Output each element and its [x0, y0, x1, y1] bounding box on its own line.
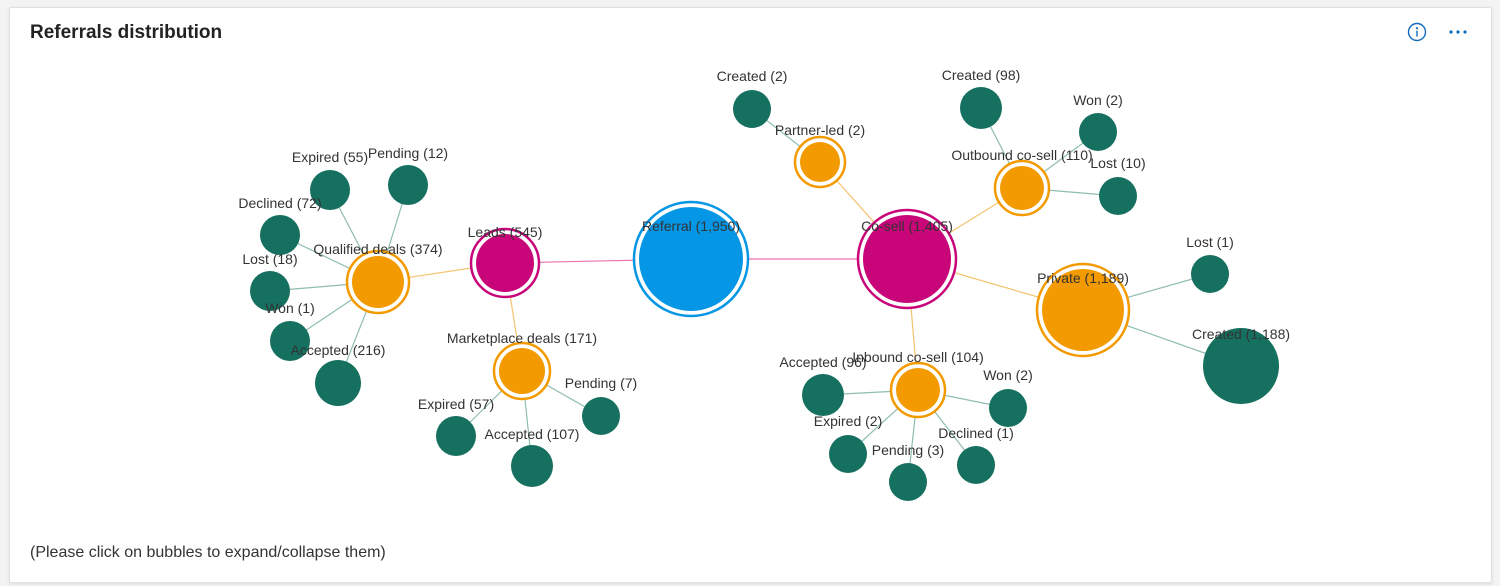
- bubble-label-m_pending: Pending (7): [565, 375, 637, 391]
- bubble-label-q_declined: Declined (72): [238, 195, 321, 211]
- bubble-label-q_won: Won (1): [265, 300, 315, 316]
- bubble-label-qualified: Qualified deals (374): [313, 241, 442, 257]
- labels-layer: Referral (1,950) Leads (545) Co-sell (1,40…: [238, 67, 1290, 458]
- bubble-o_won[interactable]: [1079, 113, 1117, 151]
- bubble-label-q_pending: Pending (12): [368, 145, 448, 161]
- bubble-q_lost[interactable]: [250, 271, 290, 311]
- bubble-private[interactable]: [1035, 262, 1131, 358]
- bubble-fill: [896, 368, 940, 412]
- bubble-label-m_expired: Expired (57): [418, 396, 494, 412]
- bubble-fill: [388, 165, 428, 205]
- bubble-label-leads: Leads (545): [468, 224, 543, 240]
- bubble-leads[interactable]: [469, 227, 541, 299]
- bubble-fill: [582, 397, 620, 435]
- bubble-pr_lost[interactable]: [1191, 255, 1229, 293]
- bubble-cosell[interactable]: [856, 208, 958, 310]
- bubble-label-marketplace: Marketplace deals (171): [447, 330, 597, 346]
- bubble-fill: [310, 170, 350, 210]
- bubble-label-q_expired: Expired (55): [292, 149, 368, 165]
- bubble-fill: [1203, 328, 1279, 404]
- bubble-fill: [989, 389, 1027, 427]
- bubble-label-i_won: Won (2): [983, 367, 1033, 383]
- bubble-q_pending[interactable]: [388, 165, 428, 205]
- bubble-label-q_accepted: Accepted (216): [291, 342, 386, 358]
- bubble-label-p_created: Created (2): [717, 68, 788, 84]
- bubble-fill: [733, 90, 771, 128]
- bubble-fill: [436, 416, 476, 456]
- bubble-label-i_pending: Pending (3): [872, 442, 944, 458]
- bubble-m_expired[interactable]: [436, 416, 476, 456]
- bubble-fill: [511, 445, 553, 487]
- bubble-label-cosell: Co-sell (1,405): [861, 218, 953, 234]
- bubble-label-i_expired: Expired (2): [814, 413, 882, 429]
- bubble-fill: [1099, 177, 1137, 215]
- bubble-label-m_accepted: Accepted (107): [485, 426, 580, 442]
- bubble-fill: [957, 446, 995, 484]
- bubble-label-pr_lost: Lost (1): [1186, 234, 1233, 250]
- bubble-label-o_created: Created (98): [942, 67, 1021, 83]
- bubble-fill: [639, 207, 743, 311]
- bubble-label-outbound: Outbound co-sell (110): [951, 147, 1092, 163]
- bubble-fill: [829, 435, 867, 473]
- info-icon[interactable]: [1407, 22, 1427, 42]
- bubble-label-i_accepted: Accepted (96): [779, 354, 866, 370]
- bubble-fill: [250, 271, 290, 311]
- bubble-pr_created[interactable]: [1203, 328, 1279, 404]
- bubble-fill: [889, 463, 927, 501]
- bubble-label-private: Private (1,189): [1037, 270, 1129, 286]
- bubble-o_created[interactable]: [960, 87, 1002, 129]
- bubble-fill: [802, 374, 844, 416]
- bubble-fill: [1042, 269, 1124, 351]
- bubble-m_accepted[interactable]: [511, 445, 553, 487]
- bubble-i_pending[interactable]: [889, 463, 927, 501]
- bubble-label-inbound: Inbound co-sell (104): [852, 349, 984, 365]
- bubble-fill: [800, 142, 840, 182]
- bubble-i_expired[interactable]: [829, 435, 867, 473]
- bubble-partnerled[interactable]: [793, 135, 847, 189]
- bubble-fill: [960, 87, 1002, 129]
- bubble-referral[interactable]: [632, 200, 750, 318]
- more-options-icon[interactable]: [1447, 22, 1469, 42]
- bubble-label-q_lost: Lost (18): [242, 251, 297, 267]
- bubble-label-pr_created: Created (1,188): [1192, 326, 1290, 342]
- bubble-label-o_won: Won (2): [1073, 92, 1123, 108]
- bubble-fill: [863, 215, 951, 303]
- card-title: Referrals distribution: [30, 22, 223, 43]
- bubble-marketplace[interactable]: [492, 341, 552, 401]
- interaction-hint: (Please click on bubbles to expand/colla…: [30, 544, 386, 561]
- bubble-p_created[interactable]: [733, 90, 771, 128]
- bubble-i_won[interactable]: [989, 389, 1027, 427]
- bubble-fill: [476, 234, 534, 292]
- bubble-fill: [1000, 166, 1044, 210]
- bubble-label-i_declined: Declined (1): [938, 425, 1013, 441]
- bubble-fill: [499, 348, 545, 394]
- bubble-fill: [315, 360, 361, 406]
- bubble-fill: [352, 256, 404, 308]
- bubble-fill: [270, 321, 310, 361]
- bubble-i_accepted[interactable]: [802, 374, 844, 416]
- bubble-qualified[interactable]: [345, 249, 411, 315]
- bubble-q_expired[interactable]: [310, 170, 350, 210]
- bubble-outbound[interactable]: [993, 159, 1051, 217]
- bubble-inbound[interactable]: [889, 361, 947, 419]
- card-header-actions: [1407, 22, 1469, 42]
- bubble-label-referral: Referral (1,950): [642, 218, 740, 234]
- bubble-fill: [260, 215, 300, 255]
- bubble-fill: [1191, 255, 1229, 293]
- bubble-label-partnerled: Partner-led (2): [775, 122, 865, 138]
- bubble-m_pending[interactable]: [582, 397, 620, 435]
- bubble-o_lost[interactable]: [1099, 177, 1137, 215]
- nodes-layer: [250, 87, 1279, 501]
- bubble-q_accepted[interactable]: [315, 360, 361, 406]
- bubble-fill: [1079, 113, 1117, 151]
- bubble-label-o_lost: Lost (10): [1090, 155, 1145, 171]
- bubble-q_declined[interactable]: [260, 215, 300, 255]
- bubble-q_won[interactable]: [270, 321, 310, 361]
- bubble-i_declined[interactable]: [957, 446, 995, 484]
